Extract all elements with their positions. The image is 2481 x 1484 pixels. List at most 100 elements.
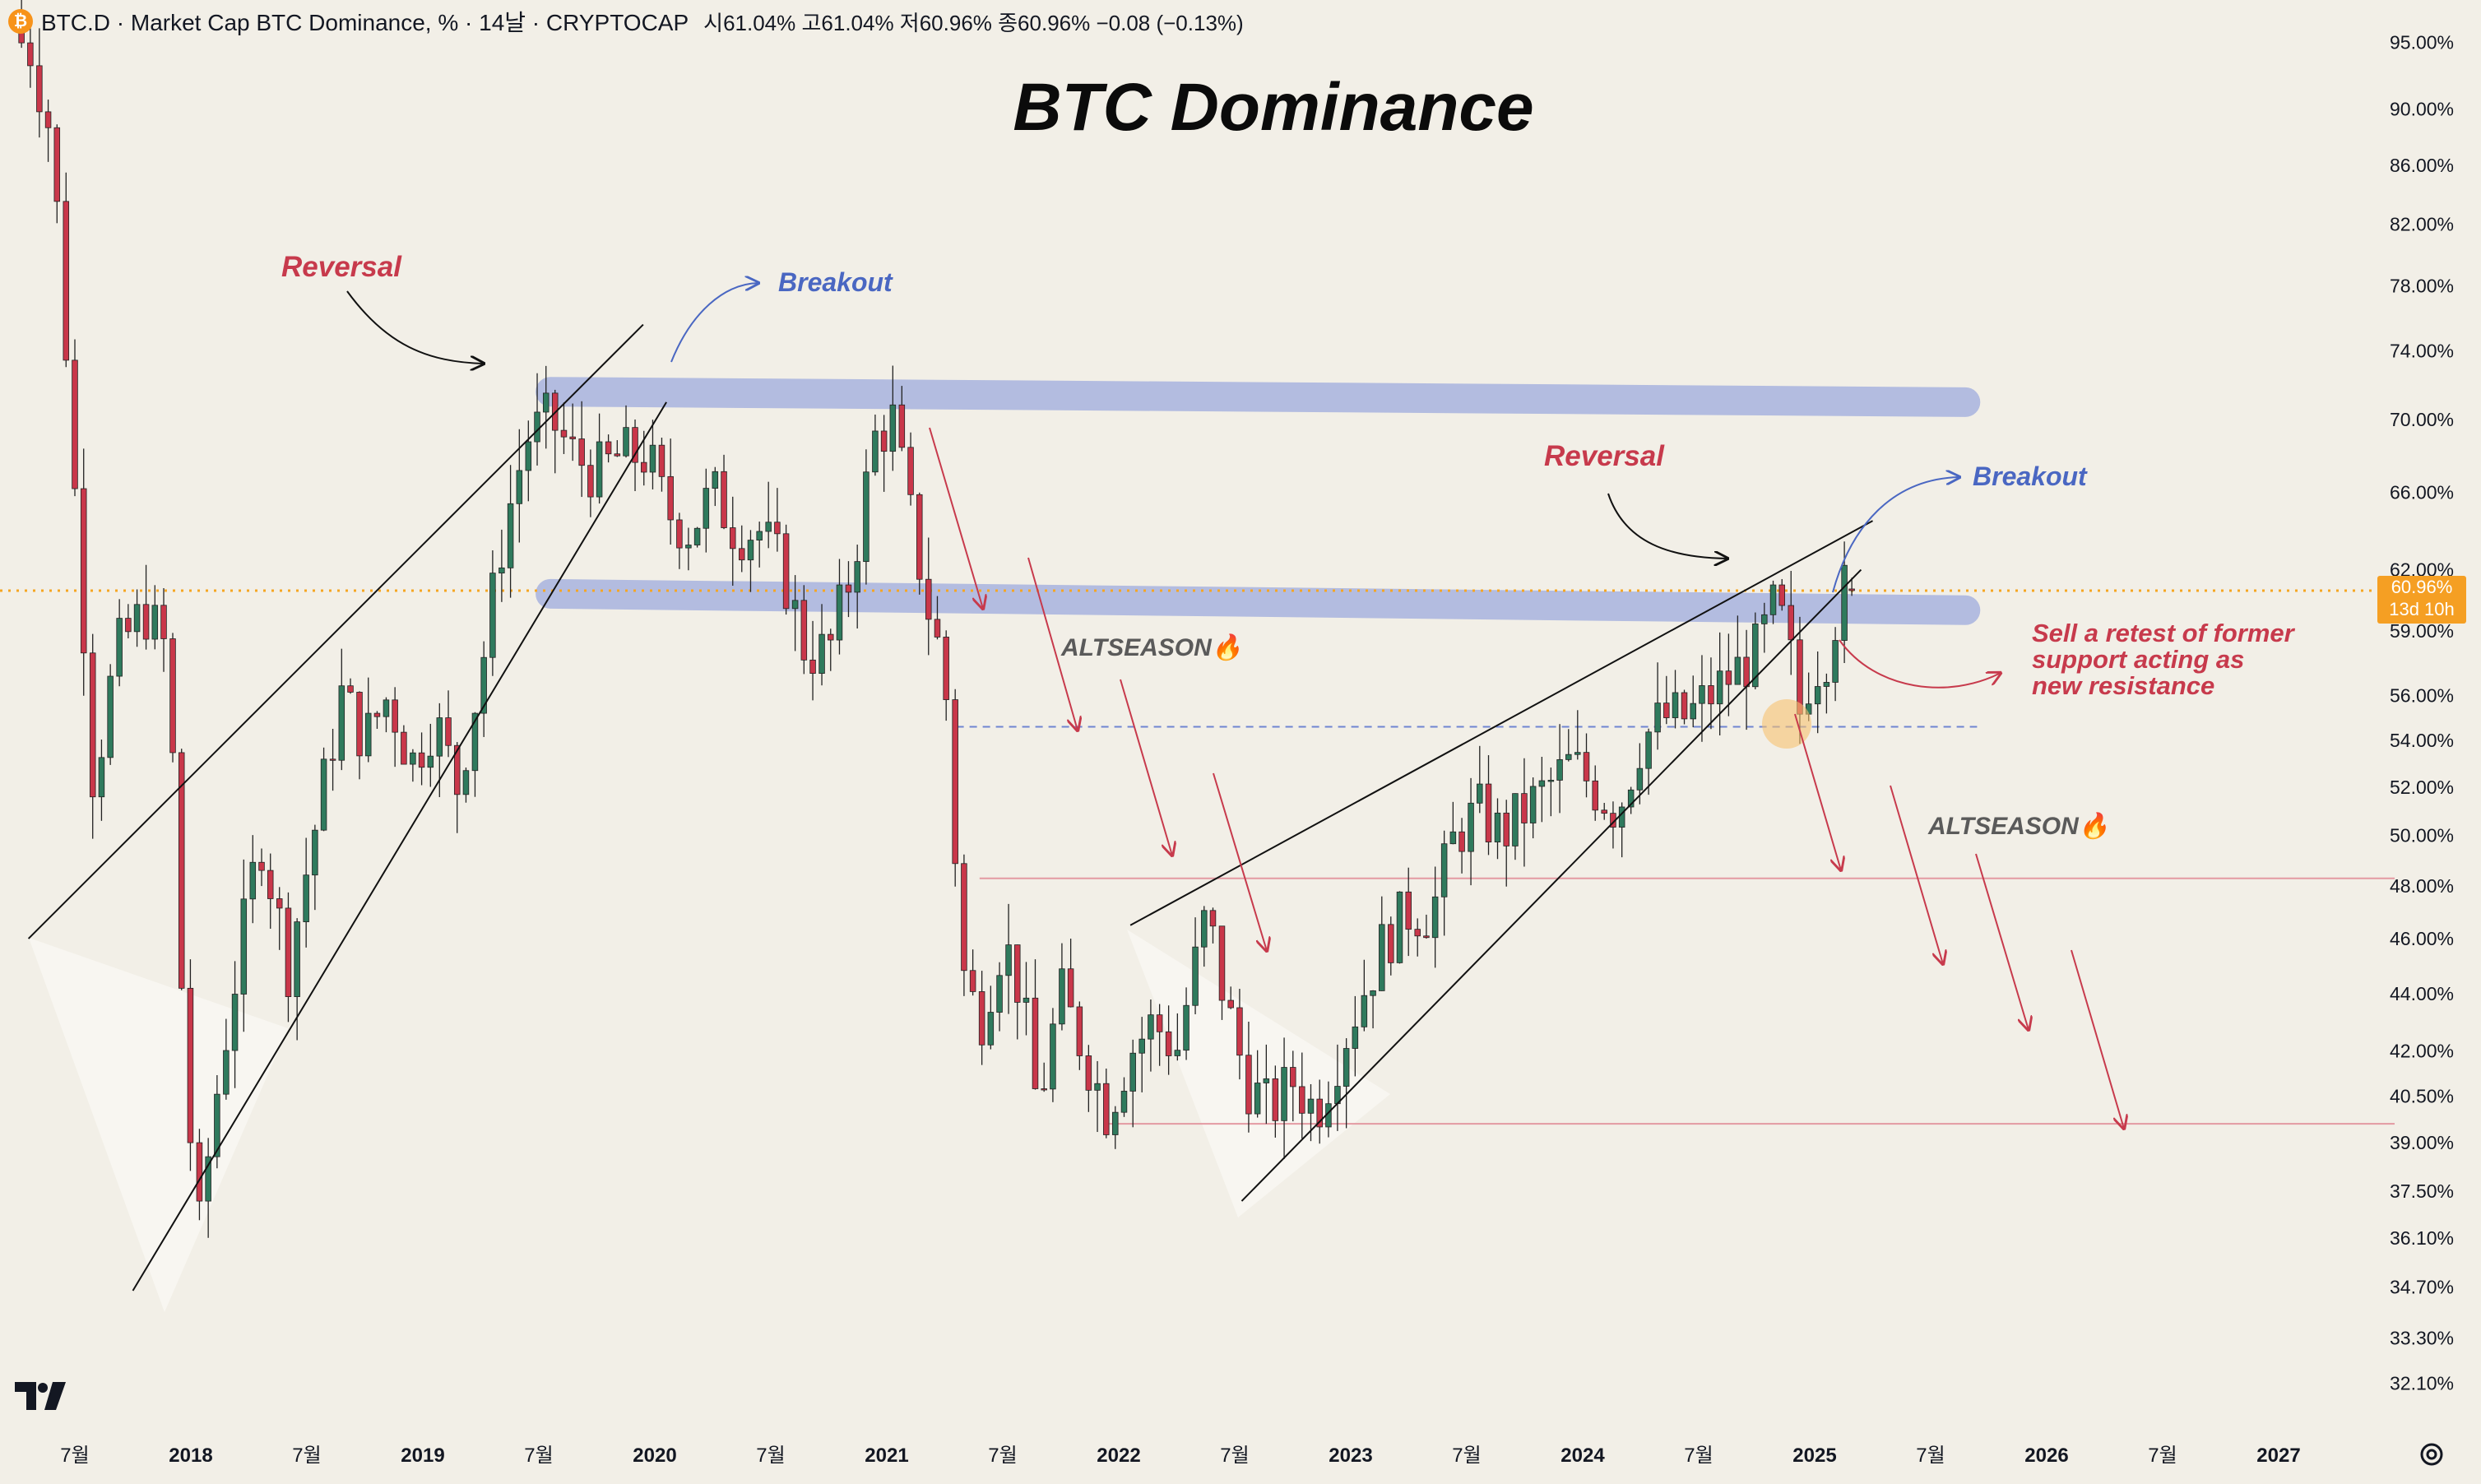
candle-body	[791, 600, 799, 610]
candle-body	[285, 907, 292, 997]
candle	[1761, 602, 1768, 653]
current-price-tag: 60.96% 13d 10h	[2377, 576, 2466, 624]
candle-body	[1752, 624, 1759, 688]
candle-body	[1556, 758, 1563, 781]
time-axis[interactable]: 7월 2018 7월 2019 7월 2020 7월 2021 7월 2022 7월 2023 7월 20…	[60, 1445, 2300, 1467]
candle-body	[1094, 1083, 1101, 1091]
retest-note-line-1: Sell a retest of former	[2032, 619, 2296, 647]
candle-body	[1823, 682, 1830, 687]
candle-body	[1254, 1083, 1261, 1115]
candle-body	[1103, 1083, 1110, 1135]
candle	[596, 413, 603, 504]
candle-body	[1059, 968, 1065, 1025]
candle	[133, 589, 141, 647]
candle-body	[312, 829, 318, 876]
candle-body	[1014, 944, 1021, 1003]
down-arrows	[929, 427, 2124, 1129]
candle	[551, 389, 559, 474]
candle	[774, 488, 781, 552]
retest-note-line-3: new resistance	[2032, 671, 2214, 700]
candle-body	[1423, 935, 1430, 939]
tradingview-logo-icon[interactable]	[15, 1382, 67, 1416]
candle	[89, 633, 96, 839]
time-tick-label: 2027	[2256, 1445, 2300, 1467]
candle-body	[578, 438, 585, 466]
candle	[1138, 1017, 1145, 1092]
candle	[1521, 758, 1528, 867]
candle-body	[889, 404, 897, 452]
candle-body	[996, 975, 1003, 1013]
candle-body	[231, 994, 239, 1051]
candle	[1192, 917, 1199, 1014]
candle	[151, 585, 159, 650]
price-tick-label: 59.00%	[2390, 620, 2454, 642]
wedge-2023-lower[interactable]	[1240, 568, 1862, 1202]
candle	[889, 365, 897, 471]
breakout-arrow-2	[1832, 477, 1959, 593]
reversal-arrow-2	[1607, 493, 1727, 559]
candle	[1663, 675, 1670, 725]
candle-body	[1307, 1098, 1315, 1114]
candle-body	[1716, 670, 1723, 705]
candle	[231, 961, 239, 1088]
candle-body	[1743, 656, 1750, 688]
candle	[1085, 1045, 1092, 1112]
candle-body	[276, 898, 283, 909]
candle	[587, 449, 594, 517]
candle	[410, 749, 416, 782]
wedge-2023-upper[interactable]	[1129, 520, 1873, 926]
candle-body	[1449, 831, 1457, 845]
reversal-label-2: Reversal	[1544, 440, 1665, 472]
settings-icon[interactable]	[2415, 1438, 2448, 1475]
candle	[818, 604, 825, 686]
candle-body	[730, 527, 736, 550]
candle	[1227, 986, 1234, 1009]
candle	[667, 438, 674, 545]
candle-body	[756, 531, 763, 541]
time-tick-label: 2020	[633, 1445, 676, 1467]
candle	[160, 587, 167, 672]
candle	[1120, 1077, 1128, 1117]
wedge-2018-upper[interactable]	[27, 323, 644, 939]
candle-body	[1761, 614, 1768, 624]
candle	[1165, 1005, 1172, 1075]
symbol-title[interactable]: BTC.D · Market Cap BTC Dominance, % · 14…	[41, 10, 689, 35]
candle-body	[640, 461, 647, 473]
candle-body	[1708, 685, 1714, 705]
candle-body	[738, 548, 745, 561]
candle	[782, 524, 790, 615]
candle	[978, 971, 985, 1065]
candle	[1690, 675, 1696, 728]
candle	[836, 559, 843, 655]
former-support-zone[interactable]	[536, 578, 1981, 625]
candle	[1281, 1037, 1287, 1159]
candle	[1129, 1039, 1136, 1128]
candle	[721, 454, 727, 530]
candle	[1431, 866, 1439, 968]
candle-body	[560, 429, 568, 438]
candle	[1379, 896, 1385, 991]
time-tick-label: 2025	[1792, 1445, 1836, 1467]
candle	[916, 492, 923, 595]
candle-body	[303, 874, 309, 922]
price-tick-label: 34.70%	[2390, 1277, 2454, 1298]
candle-body	[1370, 990, 1376, 996]
current-price-value: 60.96%	[2391, 577, 2453, 597]
time-tick-label: 7월	[2148, 1445, 2177, 1467]
candle	[1388, 916, 1394, 976]
candle-body	[542, 392, 550, 413]
candle-body	[1601, 809, 1607, 814]
candle	[569, 403, 576, 461]
candle-body	[1183, 1004, 1189, 1051]
candle	[1699, 655, 1705, 742]
candle-body	[916, 494, 923, 580]
candle-body	[1503, 812, 1509, 846]
candle-body	[1414, 929, 1421, 937]
candle-body	[782, 533, 790, 610]
price-axis[interactable]: 95.00% 90.00% 86.00% 82.00% 78.00% 74.00% 70.0…	[2390, 31, 2454, 1394]
candle	[1708, 657, 1714, 730]
upper-resistance-zone[interactable]	[536, 377, 1981, 417]
wedge-2018-lower[interactable]	[132, 401, 667, 1292]
candle-body	[1388, 924, 1394, 963]
